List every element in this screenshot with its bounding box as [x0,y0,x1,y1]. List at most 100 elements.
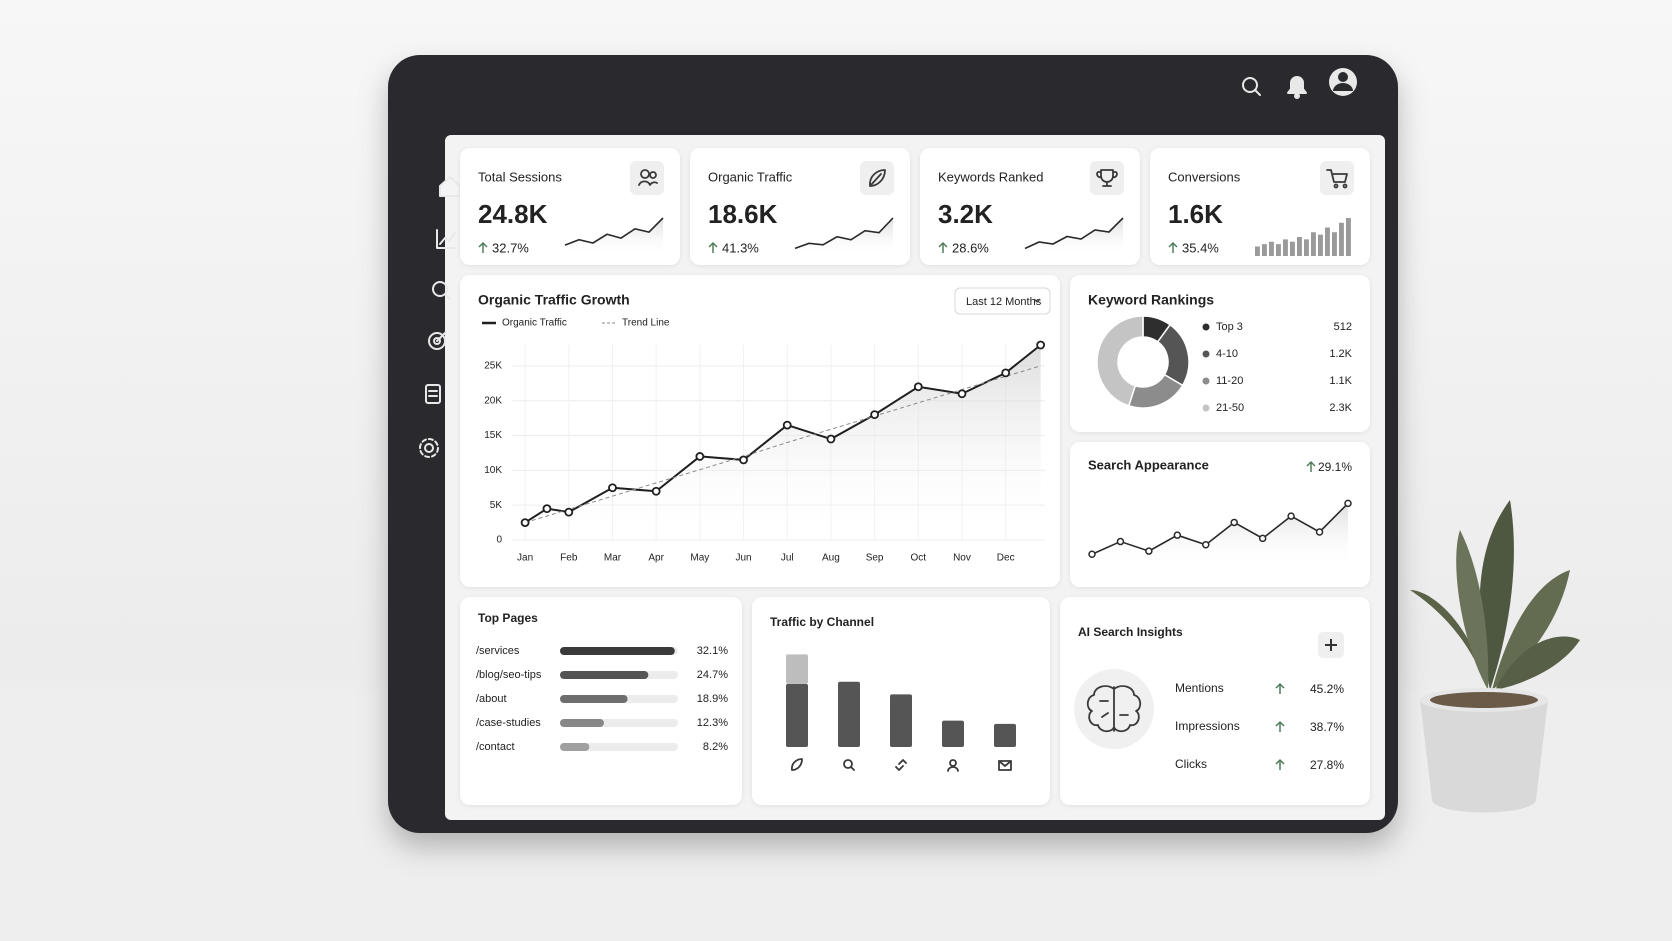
kpi-spark-bar [1297,237,1302,256]
x-tick-label: Mar [604,553,622,564]
data-point [1173,531,1182,539]
kpi-spark-bar [1339,222,1344,256]
x-tick-label: Feb [560,553,578,564]
data-point [1230,518,1238,527]
channel-icon [998,760,1012,771]
profile-button[interactable] [1329,68,1357,96]
legend-label: 11-20 [1216,375,1243,387]
data-point [1145,547,1153,555]
kpi-spark-bar [1269,241,1274,256]
data-point [913,382,923,392]
nav-analytics[interactable] [436,229,456,249]
channel-icon [791,758,803,771]
insight-change: 38.7% [1310,720,1344,734]
up-arrow [1306,460,1316,472]
kpi-change: 35.4% [1182,240,1219,255]
kpi-spark-bar [1290,241,1295,256]
legend-dot [1202,377,1210,385]
line-series [524,344,1042,524]
top-icons [1242,68,1357,99]
kpi-spark-bar [1283,239,1288,256]
legend-dot [1202,350,1210,358]
add-icon [1325,639,1337,651]
nav-reports[interactable] [425,384,441,404]
data-point [957,389,967,399]
data-point [739,455,748,465]
page-label: /blog/seo-tips [476,669,542,681]
kpi-icon-box [1320,161,1354,195]
data-point [542,504,552,514]
sparkline [1091,502,1349,556]
data-point [1315,528,1324,536]
chart-title: Search Appearance [1088,457,1209,472]
kpi-label: Total Sessions [478,169,562,184]
y-tick-label: 25K [484,361,502,372]
legend-label: Trend Line [622,318,670,329]
search-button[interactable] [1242,77,1261,96]
kpi-value: 24.8K [478,199,548,229]
x-tick-label: Nov [953,553,971,564]
kpi-value: 18.6K [708,199,778,229]
brain-icon [1086,685,1142,733]
area-shade [1092,503,1348,567]
bar [560,743,590,751]
kpi-label: Conversions [1168,169,1241,184]
x-tick-label: Jun [735,553,751,564]
up-arrow [478,241,488,253]
nav-goals[interactable] [428,331,447,350]
nav-search[interactable] [432,281,451,300]
kpi-spark-bar [1262,244,1267,256]
nav-settings[interactable] [419,438,439,458]
value-label: 512 [1334,321,1352,333]
data-point [564,507,574,517]
bar-segment [942,720,964,747]
kpi-sparkline [564,217,664,246]
chart-title: Traffic by Channel [770,615,874,629]
filter-dropdown[interactable] [954,287,1051,315]
channel-icon [947,759,959,772]
insight-label: Impressions [1175,719,1240,733]
value-label: 24.7% [697,669,728,681]
kpi-change: 32.7% [492,240,529,255]
trend-line [524,365,1041,524]
up-arrow [1275,682,1285,694]
bar [560,695,628,703]
data-point [1088,550,1096,559]
page-label: /contact [476,741,515,753]
channel-icon [843,759,855,771]
data-point [870,410,880,420]
insight-change: 27.8% [1310,758,1344,772]
up-arrow [708,241,718,253]
legend-dot [1202,323,1210,331]
kpi-icon-box [1090,161,1124,195]
card-title: AI Search Insights [1078,625,1183,639]
data-point [651,486,661,496]
data-point [1258,534,1267,543]
insight-label: Clicks [1175,757,1207,771]
x-tick-label: Aug [822,553,840,564]
legend-dot [1202,404,1210,412]
value-label: 1.1K [1329,375,1352,387]
chart-title: Organic Traffic Growth [478,292,630,308]
bar-segment [786,654,808,684]
kpi-icon [869,169,886,187]
y-tick-label: 15K [484,430,502,441]
data-point [608,483,617,493]
dropdown-chevron [1033,298,1041,303]
notifications-button[interactable] [1287,76,1307,99]
kpi-label: Organic Traffic [708,169,793,184]
bar [560,719,604,727]
x-tick-label: May [690,553,709,564]
kpi-spark-bar [1311,232,1316,256]
data-point [695,452,705,461]
data-point [520,518,530,527]
x-tick-label: Dec [997,553,1015,564]
data-point [1001,368,1011,378]
kpi-value: 3.2K [938,199,993,229]
insight-label: Mentions [1175,681,1224,695]
kpi-spark-bar [1255,246,1260,256]
kpi-spark-bar [1304,239,1309,256]
value-label: 18.9% [697,693,728,705]
